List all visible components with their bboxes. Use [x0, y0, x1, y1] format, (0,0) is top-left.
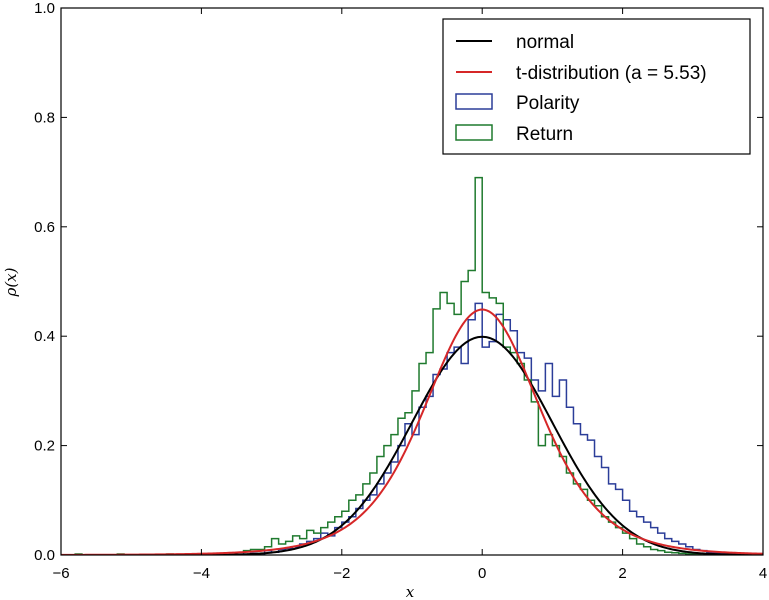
legend-label-polarity: Polarity	[516, 93, 580, 114]
legend-swatch-return	[455, 124, 493, 141]
curve-layer	[61, 308, 763, 555]
histogram-polarity	[235, 302, 763, 555]
x-tick-label: 4	[759, 565, 767, 582]
y-tick-label: 0.2	[34, 438, 55, 455]
y-axis-label: ρ(x)	[2, 267, 20, 297]
histogram-return	[235, 176, 763, 555]
x-axis-label: x	[406, 583, 415, 600]
x-tick-label: 2	[618, 565, 626, 582]
legend-label-normal: normal	[516, 32, 574, 53]
y-tick-label: 0.6	[34, 219, 55, 236]
curve-student_t	[61, 308, 763, 555]
plot-frame	[60, 7, 764, 556]
legend-swatch-polarity	[455, 93, 493, 110]
y-tick-label: 0.0	[34, 547, 55, 564]
curve-normal	[201, 335, 763, 555]
x-tick-label: −2	[333, 565, 350, 582]
y-tick-label: 1.0	[34, 0, 55, 17]
x-tick-label: −4	[193, 565, 210, 582]
y-tick-label: 0.8	[34, 109, 55, 126]
legend: normal t-distribution (a = 5.53) Polarit…	[442, 18, 751, 155]
ticks-layer: −6 −4 −2 0 2 4 0.0 0.2 0.4 0.6 0.8 1.0	[34, 0, 767, 582]
y-tick-label: 0.4	[34, 328, 55, 345]
x-tick-label: −6	[52, 565, 69, 582]
histogram-layer	[74, 176, 763, 555]
x-tick-label: 0	[478, 565, 486, 582]
legend-box	[442, 18, 751, 155]
legend-label-return: Return	[516, 124, 573, 145]
legend-label-t: t-distribution (a = 5.53)	[516, 63, 707, 84]
